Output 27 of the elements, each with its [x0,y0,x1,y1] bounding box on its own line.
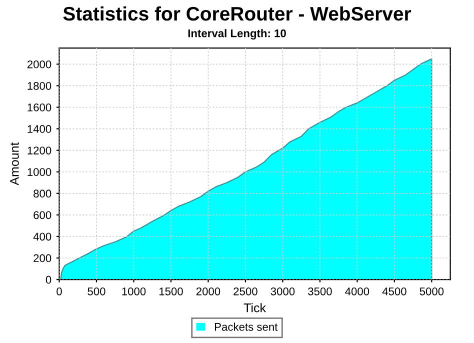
x-tick-label: 4500 [382,287,406,296]
x-tick-label: 1500 [159,287,183,296]
y-tick-label: 0 [46,276,52,284]
chart-title: Statistics for CoreRouter - WebServer [63,6,412,21]
chart-subtitle: Interval Length: 10 [188,29,286,40]
x-tick-label: 2000 [196,287,220,296]
x-tick-label: 4000 [345,287,370,296]
y-tick-label: 600 [34,211,52,220]
y-tick-label: 1400 [28,125,52,133]
x-tick-label: 3500 [308,287,332,296]
y-tick-label: 400 [33,232,52,241]
y-tick-label: 1600 [28,104,52,112]
y-tick-label: 2000 [27,60,52,68]
y-tick-label: 1800 [28,82,52,90]
x-tick-label: 500 [88,287,106,296]
x-tick-label: 5000 [420,287,444,296]
x-tick-label: 1000 [122,287,146,296]
y-axis-title: Amount [10,142,19,186]
y-tick-label: 1000 [28,168,52,176]
y-tick-label: 1200 [28,146,52,154]
x-tick-label: 0 [56,287,62,296]
x-tick-label: 2500 [234,287,258,296]
x-axis-title: Tick [244,303,266,312]
x-tick-label: 3000 [270,287,295,296]
y-tick-label: 800 [34,190,52,198]
y-tick-label: 200 [34,254,52,262]
legend-label: Packets sent [214,322,278,331]
